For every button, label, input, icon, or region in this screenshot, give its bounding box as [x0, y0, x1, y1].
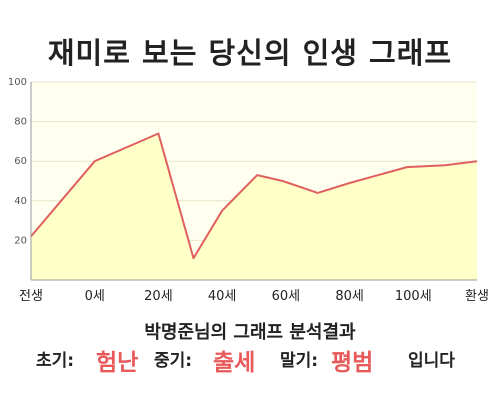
x-tick-label-5: 80세 [335, 289, 364, 304]
x-tick-label-4: 60세 [272, 289, 301, 304]
y-tick-label-100: 100 [8, 77, 27, 88]
y-tick-label-60: 60 [14, 156, 27, 167]
x-tick-label-2: 20세 [144, 289, 173, 304]
y-tick-label-80: 80 [14, 117, 27, 128]
page-title: 재미로 보는 당신의 인생 그래프 [47, 36, 453, 70]
early-label: 초기: [36, 351, 75, 371]
middle-label: 중기: [154, 351, 193, 371]
late-value: 평범 [331, 350, 374, 376]
x-tick-label-0: 전생 [19, 289, 43, 304]
late-label: 말기: [280, 351, 319, 371]
series-area [31, 133, 477, 280]
y-tick-label-20: 20 [14, 235, 27, 246]
result-suffix: 입니다 [408, 351, 455, 371]
y-tick-label-40: 40 [14, 196, 27, 207]
x-tick-label-1: 0세 [85, 289, 105, 304]
series-line [30, 132, 478, 260]
analysis-summary: 박명준님의 그래프 분석결과 [144, 322, 356, 343]
life-graph-chart: 20 40 60 80 100 전생 0세 20세 40세 60세 80세 100세 환생 [8, 77, 489, 304]
early-value: 험난 [96, 350, 139, 376]
x-tick-label-6: 100세 [395, 289, 432, 304]
x-tick-label-3: 40세 [208, 289, 237, 304]
middle-value: 출세 [213, 350, 256, 376]
x-tick-label-7: 환생 [465, 289, 489, 304]
